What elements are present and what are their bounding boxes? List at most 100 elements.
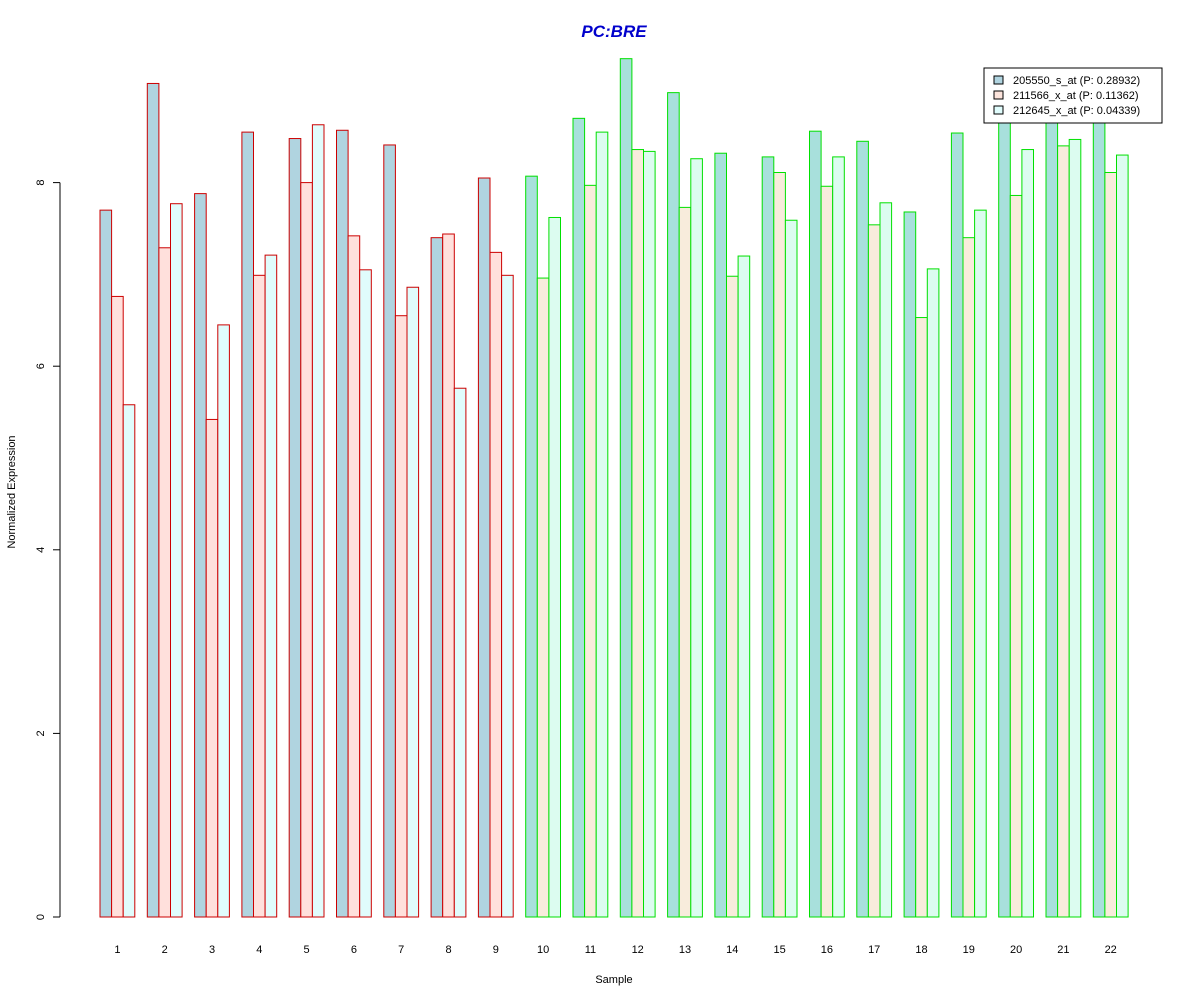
legend-swatch-2 — [993, 90, 1004, 100]
bar-3-series-3 — [217, 324, 230, 918]
bar-12-series-1 — [619, 58, 633, 918]
bar-16-series-2 — [820, 185, 834, 918]
bar-11-series-2 — [584, 184, 597, 918]
bar-4-series-2 — [253, 274, 266, 918]
y-axis-label: Normalized Expression — [6, 435, 18, 548]
bar-11-series-1 — [572, 117, 586, 918]
bar-4-series-1 — [241, 131, 254, 918]
bar-20-series-1 — [998, 122, 1011, 918]
x-tick-labels: 1 2 3 4 5 6 7 8 9 10 11 12 13 14 15 16 17 18 19 20 21 22 — [114, 944, 1116, 956]
x-tick-label-10: 10 — [537, 944, 549, 956]
x-tick-label-4: 4 — [256, 944, 262, 956]
bar-6-series-3 — [359, 269, 372, 918]
x-tick-label-5: 5 — [304, 944, 310, 956]
x-tick-label-1: 1 — [114, 944, 120, 956]
y-tick-label-1: 2 — [35, 730, 47, 736]
bar-18-series-1 — [903, 211, 917, 918]
x-tick-label-20: 20 — [1010, 944, 1022, 956]
bar-7-series-3 — [406, 286, 420, 918]
bar-21-series-2 — [1057, 145, 1070, 918]
bar-13-series-2 — [678, 206, 692, 918]
bar-2-series-1 — [146, 82, 160, 918]
bar-15-series-1 — [761, 156, 775, 918]
bar-18-series-3 — [926, 268, 940, 918]
bar-3-series-2 — [205, 418, 219, 918]
bar-19-series-1 — [950, 132, 964, 918]
bar-19-series-2 — [962, 237, 976, 918]
bars — [99, 58, 1129, 918]
bar-9-series-2 — [489, 251, 503, 918]
bar-1-series-3 — [122, 404, 136, 918]
x-tick-label-15: 15 — [773, 944, 785, 956]
x-tick-label-17: 17 — [868, 944, 880, 956]
bar-14-series-2 — [726, 275, 739, 918]
bar-5-series-2 — [300, 182, 313, 918]
x-axis-label: Sample — [595, 974, 632, 986]
bar-20-series-2 — [1009, 194, 1023, 918]
bar-21-series-1 — [1045, 121, 1059, 918]
bar-5-series-3 — [311, 124, 325, 918]
y-tick-label-0: 0 — [35, 914, 47, 920]
bar-14-series-1 — [714, 152, 728, 918]
x-tick-label-9: 9 — [493, 944, 499, 956]
x-tick-label-13: 13 — [679, 944, 691, 956]
bar-11-series-3 — [595, 131, 609, 918]
bar-16-series-1 — [809, 130, 822, 918]
bar-6-series-2 — [347, 235, 361, 918]
x-tick-label-7: 7 — [398, 944, 404, 956]
bar-21-series-3 — [1068, 138, 1082, 918]
bar-8-series-2 — [442, 233, 455, 918]
x-tick-label-12: 12 — [632, 944, 644, 956]
bar-1-series-2 — [111, 295, 124, 918]
bar-9-series-1 — [477, 177, 491, 918]
y-tick-label-4: 8 — [35, 180, 47, 186]
bar-17-series-1 — [856, 140, 869, 918]
bar-5-series-1 — [288, 138, 302, 918]
bar-22-series-1 — [1092, 122, 1106, 918]
bar-10-series-3 — [548, 216, 562, 918]
x-tick-label-3: 3 — [209, 944, 215, 956]
bar-19-series-3 — [974, 209, 987, 918]
legend-label-2: 211566_x_at (P: 0.11362) — [1013, 90, 1139, 102]
x-tick-label-11: 11 — [585, 944, 596, 956]
bar-12-series-2 — [631, 149, 645, 918]
bar-22-series-3 — [1116, 154, 1129, 918]
bar-12-series-3 — [643, 150, 656, 918]
legend-swatch-3 — [993, 105, 1004, 115]
bar-17-series-2 — [867, 224, 881, 918]
bar-7-series-1 — [383, 144, 396, 918]
bar-9-series-3 — [501, 274, 514, 918]
bar-15-series-3 — [784, 219, 798, 918]
bar-13-series-3 — [690, 158, 703, 918]
y-axis: 0 2 4 6 8 — [35, 180, 61, 920]
x-tick-label-8: 8 — [445, 944, 451, 956]
chart-title: PC:BRE — [581, 22, 647, 41]
bar-7-series-2 — [394, 315, 408, 918]
bar-2-series-3 — [170, 203, 183, 918]
bar-1-series-1 — [99, 209, 113, 918]
legend-label-1: 205550_s_at (P: 0.28932) — [1013, 75, 1140, 87]
bar-20-series-3 — [1021, 149, 1035, 918]
y-tick-label-3: 6 — [35, 363, 47, 369]
legend-box — [983, 67, 1163, 124]
bar-6-series-1 — [336, 129, 349, 918]
bar-4-series-3 — [264, 254, 278, 918]
bar-8-series-3 — [453, 387, 467, 918]
x-tick-label-19: 19 — [963, 944, 975, 956]
x-tick-label-6: 6 — [351, 944, 357, 956]
bar-15-series-2 — [773, 172, 786, 918]
bar-18-series-2 — [915, 317, 928, 918]
bar-14-series-3 — [737, 255, 751, 918]
bar-13-series-1 — [667, 92, 680, 918]
bar-10-series-1 — [525, 175, 538, 918]
bar-2-series-2 — [158, 247, 171, 918]
legend: 205550_s_at (P: 0.28932) 211566_x_at (P: … — [983, 67, 1163, 124]
bar-22-series-2 — [1104, 172, 1118, 918]
x-tick-label-21: 21 — [1057, 944, 1069, 956]
bar-17-series-3 — [879, 202, 893, 918]
y-tick-label-2: 4 — [35, 547, 47, 553]
x-tick-label-18: 18 — [915, 944, 927, 956]
x-tick-label-14: 14 — [726, 944, 738, 956]
x-tick-label-22: 22 — [1105, 944, 1117, 956]
